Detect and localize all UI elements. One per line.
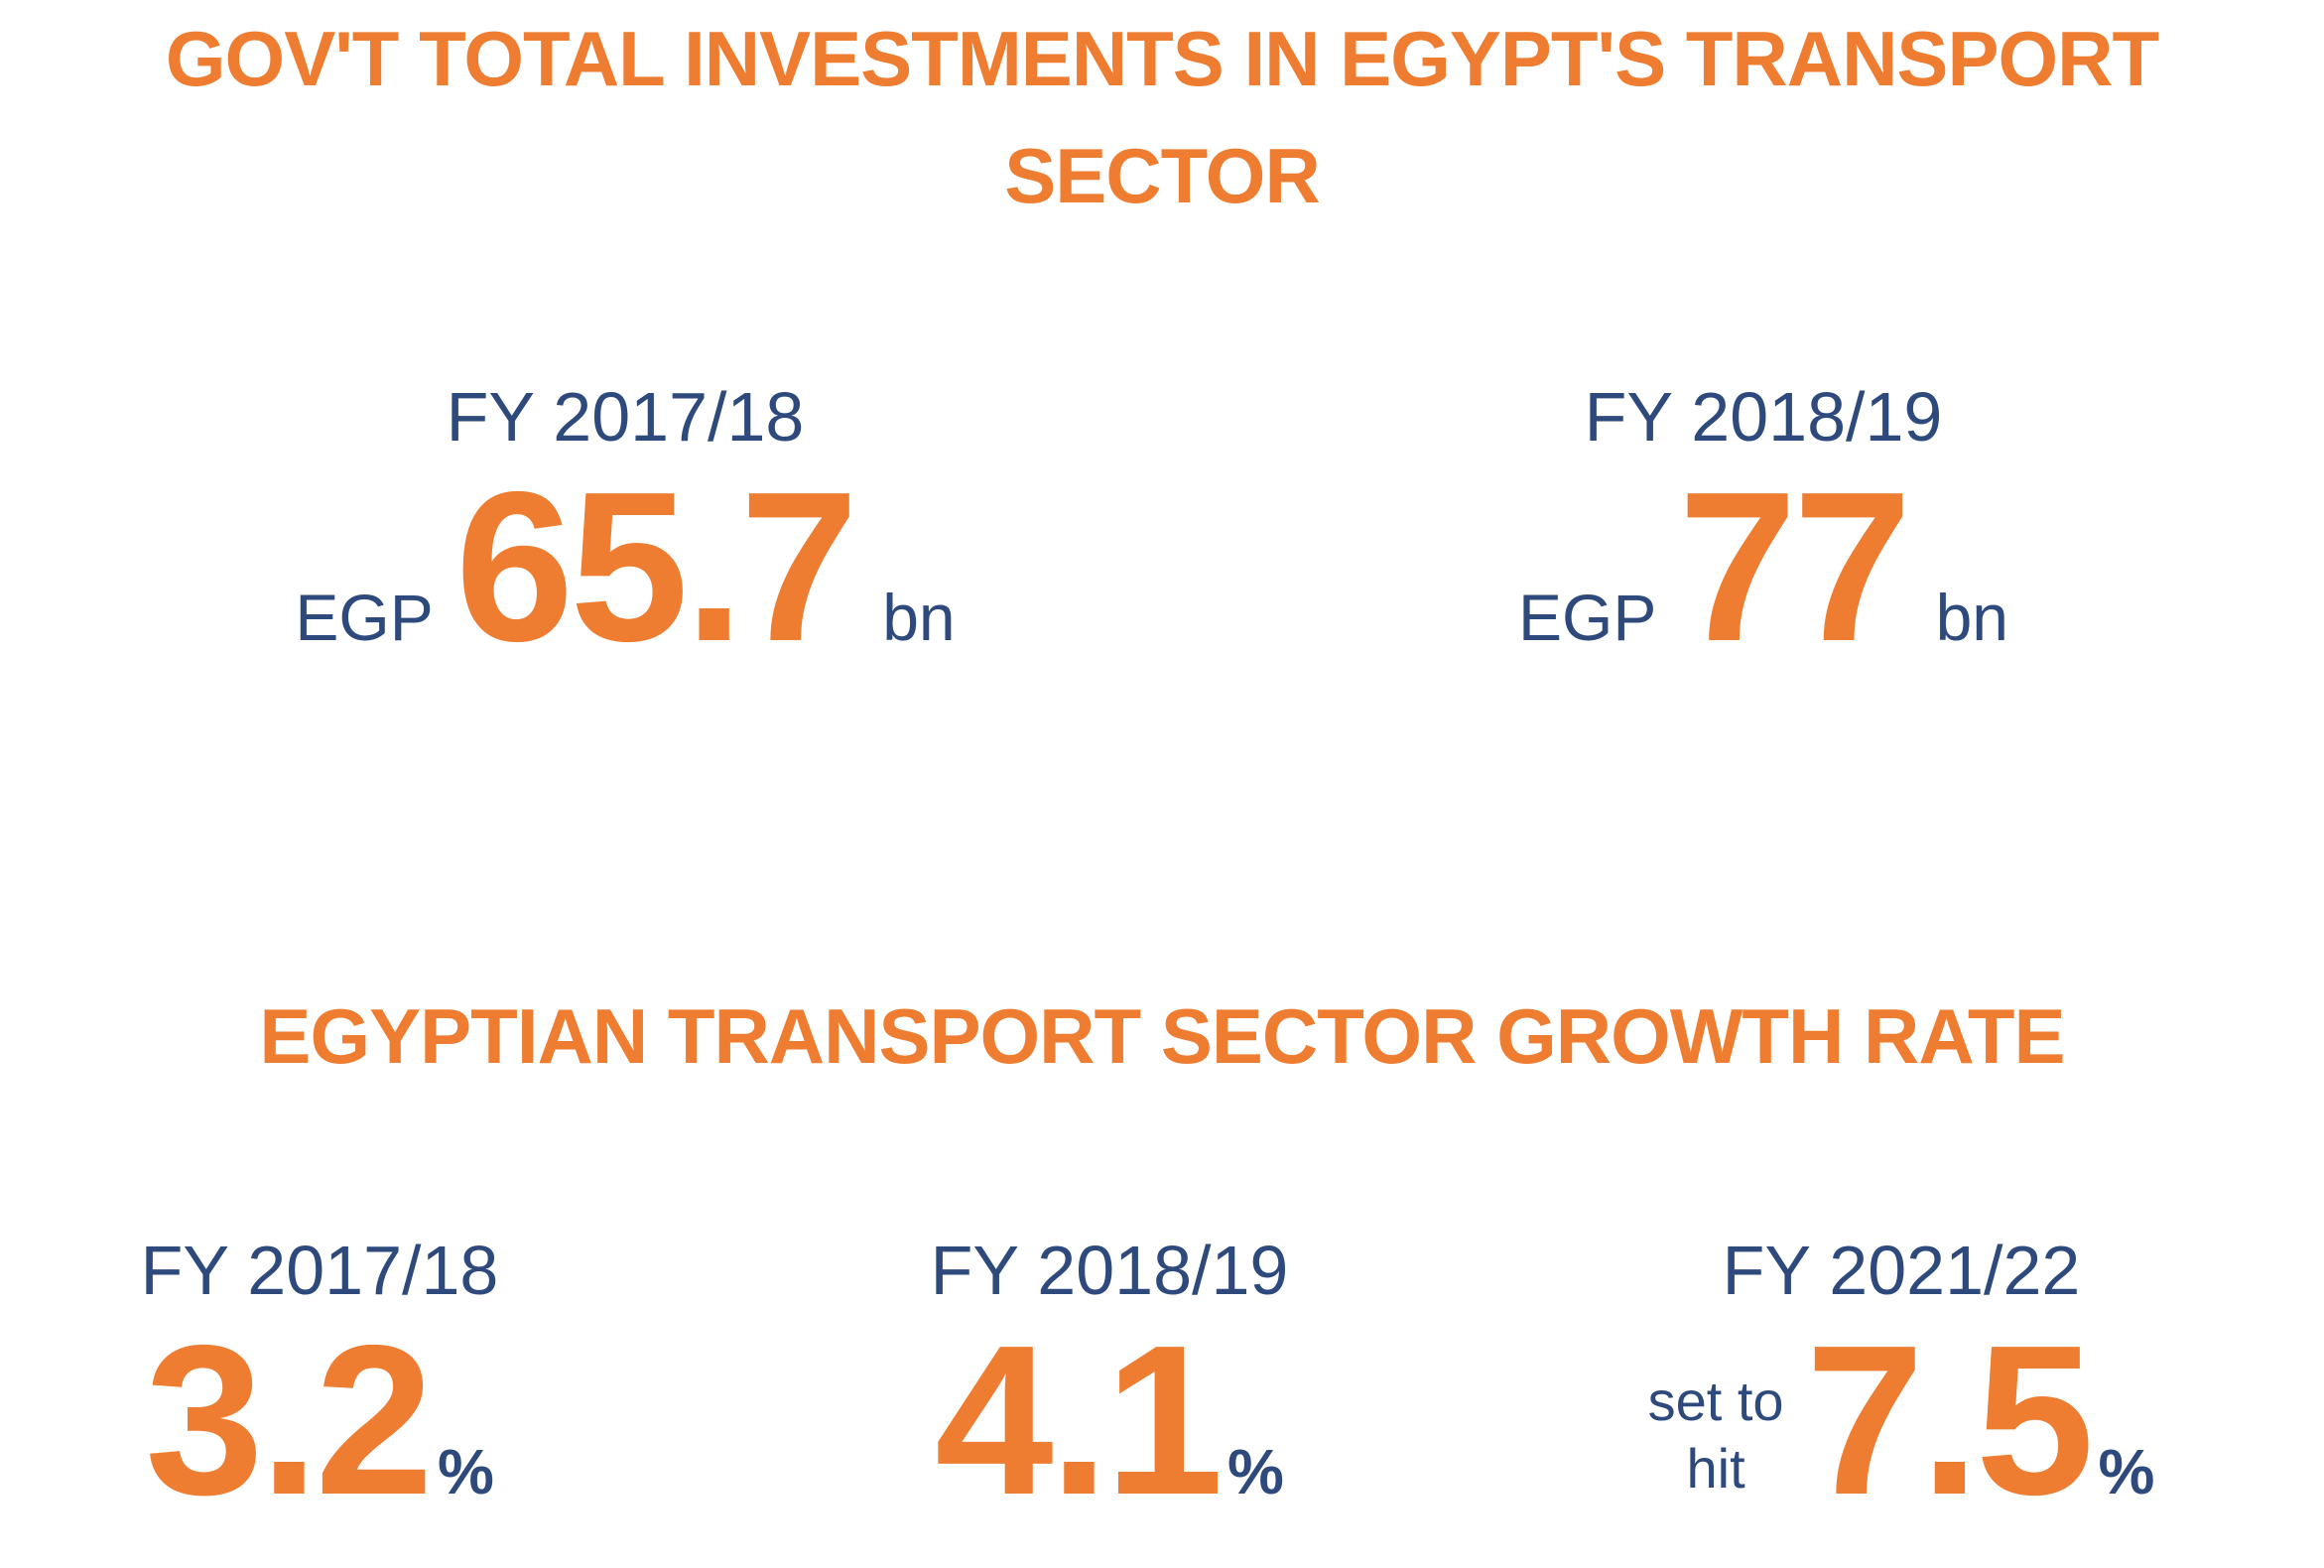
stat-item: FY 2017/18 3.2%	[0, 1231, 766, 1539]
period-label: FY 2018/19	[1584, 378, 1943, 456]
stat-value: 3.2	[145, 1300, 434, 1539]
stat-item: FY 2017/18 EGP 65.7 bn	[179, 377, 1072, 686]
period-label: FY 2017/18	[446, 378, 805, 456]
stat-value: 65.7	[454, 447, 858, 686]
stat-item: FY 2018/19 4.1%	[663, 1231, 1556, 1539]
stat-value: 7.5	[1805, 1300, 2095, 1539]
stat-item: FY 2021/22 set to hit 7.5%	[1455, 1231, 2324, 1539]
stat-value: 77	[1678, 447, 1911, 686]
stat-row: EGP 77 bn	[1317, 447, 2210, 686]
stat-row: EGP 65.7 bn	[179, 447, 1072, 686]
section-title: GOV'T TOTAL INVESTMENTS IN EGYPT'S TRANS…	[165, 15, 2159, 219]
unit: %	[2098, 1436, 2155, 1507]
unit: %	[1227, 1436, 1284, 1507]
unit: bn	[1935, 581, 2008, 654]
prefix: EGP	[1518, 583, 1656, 652]
unit: %	[437, 1436, 494, 1507]
stat-row: set to hit 7.5%	[1455, 1300, 2324, 1539]
unit: bn	[882, 581, 956, 654]
period-label: FY 2017/18	[140, 1232, 499, 1309]
stat-item: FY 2018/19 EGP 77 bn	[1317, 377, 2210, 686]
prefix-line: hit	[1686, 1437, 1745, 1500]
prefix-line: set to	[1647, 1370, 1784, 1432]
prefix: EGP	[295, 583, 433, 652]
prefix-line: EGP	[1518, 581, 1657, 654]
prefix: set to hit	[1648, 1368, 1784, 1503]
prefix-line: EGP	[295, 581, 434, 654]
stat-row: 4.1%	[663, 1300, 1556, 1539]
section-title: EGYPTIAN TRANSPORT SECTOR GROWTH RATE	[259, 992, 2065, 1080]
period-label: FY 2018/19	[930, 1232, 1289, 1309]
period-label: FY 2021/22	[1722, 1232, 2081, 1309]
stat-row: 3.2%	[0, 1300, 766, 1539]
stat-value: 4.1	[935, 1300, 1224, 1539]
